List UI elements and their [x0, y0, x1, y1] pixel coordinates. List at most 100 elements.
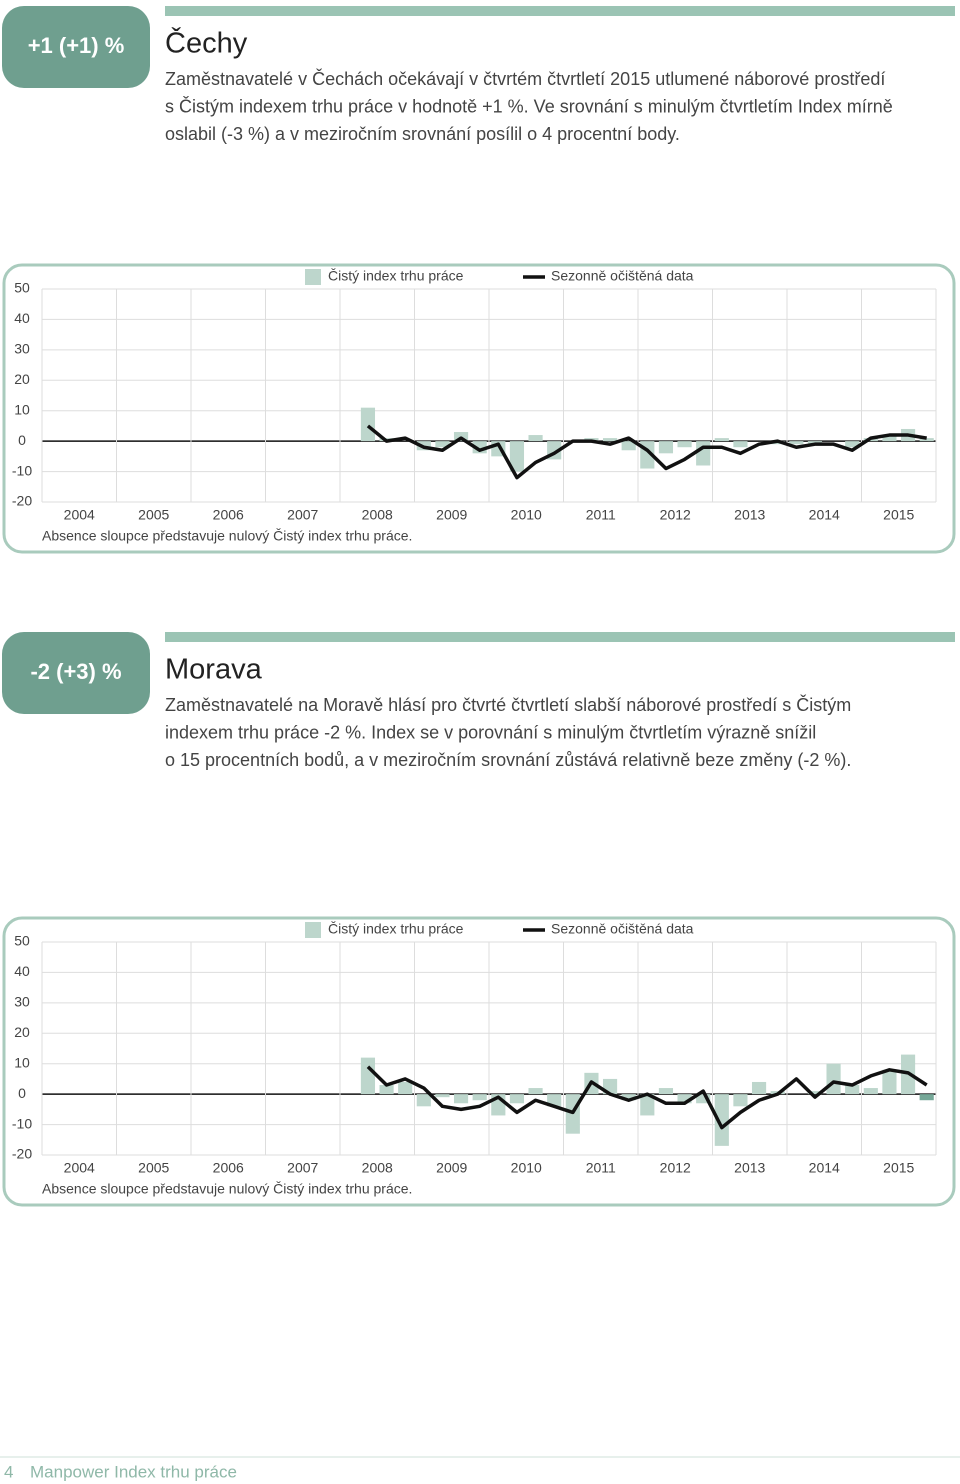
y-tick-label: 30	[14, 994, 30, 1010]
bar	[714, 1094, 729, 1146]
y-tick-label: -10	[12, 1115, 32, 1131]
y-tick-label: 20	[14, 371, 30, 387]
x-tick-label: 2009	[436, 507, 467, 523]
chart-frame	[2, 263, 956, 554]
x-tick-label: 2007	[287, 1160, 318, 1176]
footer-title: Manpower Index trhu práce	[30, 1462, 237, 1481]
bar	[919, 438, 934, 442]
legend-label: Čistý index trhu práce	[328, 268, 464, 284]
chart-note: Absence sloupce představuje nulový Čistý…	[42, 1181, 412, 1197]
x-tick-label: 2011	[586, 507, 616, 523]
x-tick-label: 2012	[660, 1160, 691, 1176]
y-tick-label: 0	[18, 1085, 26, 1101]
y-tick-label: 10	[14, 401, 30, 417]
title-bar	[165, 632, 955, 642]
x-tick-label: 2014	[809, 1160, 840, 1176]
legend-swatch	[305, 922, 321, 938]
y-tick-label: 10	[14, 1054, 30, 1070]
bar	[416, 1094, 431, 1107]
y-tick-label: 30	[14, 341, 30, 357]
bar	[714, 438, 729, 442]
title-bar	[165, 6, 955, 16]
section-title: Morava	[165, 654, 263, 686]
bar	[658, 441, 674, 454]
bar	[435, 1094, 450, 1098]
bar	[807, 1091, 823, 1095]
bar	[360, 1057, 376, 1095]
bar	[845, 1085, 860, 1095]
bar	[826, 1063, 841, 1095]
chart-frame	[2, 916, 956, 1207]
x-tick-label: 2004	[64, 1160, 95, 1176]
x-tick-label: 2008	[362, 1160, 393, 1176]
paragraph-line: o 15 procentních bodů, a v meziročním sr…	[165, 750, 851, 770]
bar	[602, 438, 618, 442]
bar	[640, 1094, 655, 1116]
x-tick-label: 2015	[883, 1160, 914, 1176]
bar	[919, 1094, 934, 1101]
x-tick-label: 2015	[883, 507, 914, 523]
legend-swatch	[305, 269, 321, 285]
badge	[2, 632, 150, 714]
x-tick-label: 2012	[660, 507, 691, 523]
x-tick-label: 2014	[809, 507, 840, 523]
x-tick-label: 2005	[138, 1160, 169, 1176]
x-tick-label: 2006	[213, 1160, 244, 1176]
x-tick-label: 2004	[64, 507, 95, 523]
x-tick-label: 2013	[734, 1160, 765, 1176]
bar	[398, 1081, 413, 1095]
line-series	[366, 424, 927, 480]
section-title: Čechy	[165, 26, 248, 60]
bar	[472, 1094, 487, 1101]
bar	[360, 407, 376, 442]
x-tick-label: 2009	[436, 1160, 467, 1176]
bar	[509, 441, 525, 472]
bar	[528, 1088, 543, 1095]
y-tick-label: -10	[12, 462, 32, 478]
y-tick-label: -20	[12, 493, 32, 509]
y-tick-label: 50	[14, 933, 30, 949]
bar	[882, 435, 897, 442]
bar	[733, 1094, 748, 1107]
bar	[621, 441, 636, 451]
bar	[882, 1069, 897, 1095]
y-tick-label: 0	[18, 432, 26, 448]
bar	[677, 1094, 692, 1104]
x-tick-label: 2007	[287, 507, 318, 523]
bar	[696, 1094, 711, 1104]
y-tick-label: 40	[14, 310, 30, 326]
paragraph-line: Zaměstnavatelé na Moravě hlásí pro čtvrt…	[165, 694, 851, 715]
y-tick-label: 50	[14, 280, 30, 296]
bar	[621, 1094, 636, 1101]
bar	[677, 441, 692, 448]
bar	[696, 441, 711, 466]
bar	[733, 441, 748, 448]
paragraph-line: s Čistým indexem trhu práce v hodnotě +1…	[165, 95, 893, 116]
bar	[845, 441, 860, 448]
badge	[2, 6, 150, 88]
legend-label: Sezonně očištěná data	[551, 268, 694, 284]
y-tick-label: 20	[14, 1024, 30, 1040]
badge-text: -2 (+3) %	[30, 659, 121, 684]
bar	[863, 1088, 878, 1095]
x-tick-label: 2010	[511, 1160, 542, 1176]
page-number: 4	[4, 1462, 13, 1481]
bar	[379, 1085, 394, 1095]
bar	[658, 1088, 674, 1095]
line-series	[366, 1065, 928, 1130]
badge-text: +1 (+1) %	[28, 33, 125, 58]
paragraph-line: indexem trhu práce -2 %. Index se v poro…	[165, 722, 816, 742]
x-tick-label: 2005	[138, 507, 169, 523]
y-tick-label: -20	[12, 1146, 32, 1162]
x-tick-label: 2010	[511, 507, 542, 523]
bar	[435, 441, 450, 448]
bar	[453, 1094, 469, 1104]
bar	[547, 1094, 562, 1107]
bar	[751, 1081, 767, 1095]
bar	[789, 441, 804, 445]
x-tick-label: 2011	[586, 1160, 616, 1176]
paragraph-line: oslabil (-3 %) a v meziročním srovnání p…	[165, 124, 680, 144]
legend-label: Sezonně očištěná data	[551, 921, 694, 937]
